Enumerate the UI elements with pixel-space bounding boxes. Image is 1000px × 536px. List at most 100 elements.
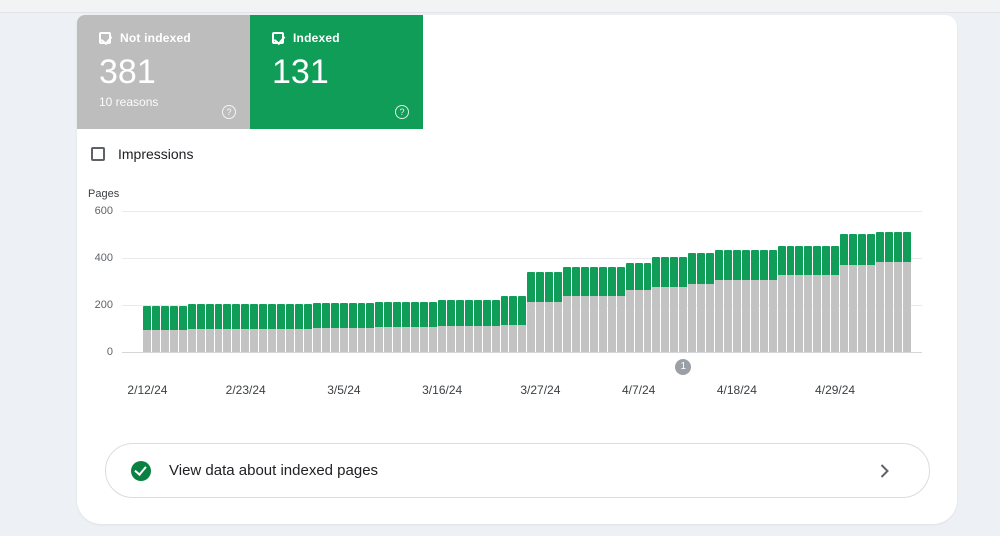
chart-bar[interactable] [429, 301, 437, 352]
chart-bar[interactable] [437, 299, 446, 352]
chart-bar[interactable] [446, 299, 455, 352]
card-not-indexed[interactable]: Not indexed 381 10 reasons ? [77, 15, 250, 129]
chart-bar[interactable] [643, 263, 652, 352]
indexed-checkbox-icon[interactable] [272, 32, 284, 44]
chart-bar[interactable] [518, 296, 527, 352]
chart-bar[interactable] [393, 301, 402, 352]
chart-bar[interactable] [250, 303, 259, 352]
chart-bar[interactable] [178, 306, 187, 352]
chart-bar[interactable] [536, 272, 545, 352]
chart-bar[interactable] [679, 257, 688, 352]
chart-bar[interactable] [348, 302, 357, 352]
chart-bar[interactable] [741, 250, 750, 352]
chart-bar[interactable] [527, 272, 536, 352]
chart-bar[interactable] [411, 301, 420, 352]
chart-bar[interactable] [795, 245, 804, 352]
chart-bar[interactable] [572, 266, 580, 352]
chart-bar[interactable] [294, 303, 303, 352]
chart-bar[interactable] [286, 303, 294, 352]
chart-bar[interactable] [223, 303, 232, 352]
chart-bar[interactable] [688, 253, 697, 352]
not-indexed-checkbox-icon[interactable] [99, 32, 111, 44]
chart-bar[interactable] [268, 303, 277, 352]
chart-bar[interactable] [813, 245, 822, 352]
chart-bar[interactable] [580, 266, 589, 352]
chart-bar[interactable] [277, 303, 285, 352]
impressions-toggle[interactable]: Impressions [91, 146, 193, 162]
chart-bar[interactable] [750, 250, 759, 352]
chart-bar[interactable] [330, 302, 339, 352]
help-icon[interactable]: ? [395, 105, 409, 119]
chart-bar[interactable] [768, 250, 777, 352]
chart-bar[interactable] [500, 296, 509, 352]
card-indexed[interactable]: Indexed 131 ? [250, 15, 423, 129]
chart-bar[interactable] [598, 266, 607, 352]
indexed-segment [241, 303, 250, 330]
chart-bar[interactable] [670, 257, 679, 352]
chart-bar[interactable] [715, 250, 723, 352]
chart-bar[interactable] [509, 296, 518, 352]
chart-bar[interactable] [804, 245, 813, 352]
chart-bar[interactable] [259, 303, 268, 352]
chart-bar[interactable] [777, 245, 786, 352]
chart-bar[interactable] [375, 301, 384, 352]
chart-bar[interactable] [840, 234, 849, 352]
chart-bar[interactable] [187, 303, 196, 352]
chart-bar[interactable] [339, 302, 348, 352]
chart-bar[interactable] [893, 231, 902, 352]
index-report-panel: Not indexed 381 10 reasons ? Indexed 131… [77, 15, 957, 524]
chart-bar[interactable] [822, 245, 831, 352]
chart-bar[interactable] [169, 306, 178, 352]
chart-bar[interactable] [554, 272, 563, 352]
chart-bar[interactable] [321, 302, 330, 352]
chart-bar[interactable] [357, 302, 366, 352]
chevron-right-icon[interactable] [880, 463, 889, 478]
help-icon[interactable]: ? [222, 105, 236, 119]
impressions-checkbox-icon[interactable] [91, 147, 105, 161]
not-indexed-segment [232, 329, 241, 352]
chart-bar[interactable] [214, 303, 223, 352]
chart-bar[interactable] [312, 302, 321, 352]
chart-bar[interactable] [661, 257, 670, 352]
chart-bar[interactable] [652, 257, 661, 352]
chart-bar[interactable] [563, 266, 571, 352]
chart-bar[interactable] [482, 299, 491, 352]
chart-bar[interactable] [706, 253, 714, 352]
chart-bar[interactable] [143, 306, 151, 352]
view-indexed-data-link[interactable]: View data about indexed pages [105, 443, 930, 498]
chart-bar[interactable] [232, 303, 241, 352]
chart-bar[interactable] [849, 234, 857, 352]
chart-bar[interactable] [473, 299, 482, 352]
chart-bar[interactable] [875, 231, 884, 352]
chart-bar[interactable] [455, 299, 464, 352]
chart-bar[interactable] [884, 231, 893, 352]
chart-bar[interactable] [723, 250, 732, 352]
chart-bar[interactable] [303, 303, 312, 352]
chart-bar[interactable] [607, 266, 616, 352]
chart-bar[interactable] [697, 253, 706, 352]
chart-bar[interactable] [786, 245, 795, 352]
chart-bar[interactable] [732, 250, 741, 352]
chart-bar[interactable] [160, 306, 169, 352]
chart-bar[interactable] [902, 231, 911, 352]
chart-bar[interactable] [151, 306, 160, 352]
chart-bar[interactable] [366, 302, 375, 352]
chart-bar[interactable] [589, 266, 598, 352]
chart-bar[interactable] [241, 303, 250, 352]
chart-bar[interactable] [866, 234, 875, 352]
chart-bar[interactable] [831, 245, 840, 352]
chart-bar[interactable] [196, 303, 205, 352]
chart-bar[interactable] [545, 272, 554, 352]
chart-bar[interactable] [384, 301, 393, 352]
chart-bar[interactable] [402, 301, 411, 352]
chart-bar[interactable] [464, 299, 473, 352]
chart-bar[interactable] [420, 301, 428, 352]
chart-bar[interactable] [491, 299, 500, 352]
chart-bar[interactable] [858, 234, 866, 352]
chart-bar[interactable] [616, 266, 625, 352]
chart-bar[interactable] [759, 250, 768, 352]
chart-bar[interactable] [205, 303, 214, 352]
chart-bar[interactable] [634, 263, 643, 352]
chart-bar[interactable] [625, 263, 634, 352]
annotation-marker[interactable]: 1 [675, 359, 692, 375]
